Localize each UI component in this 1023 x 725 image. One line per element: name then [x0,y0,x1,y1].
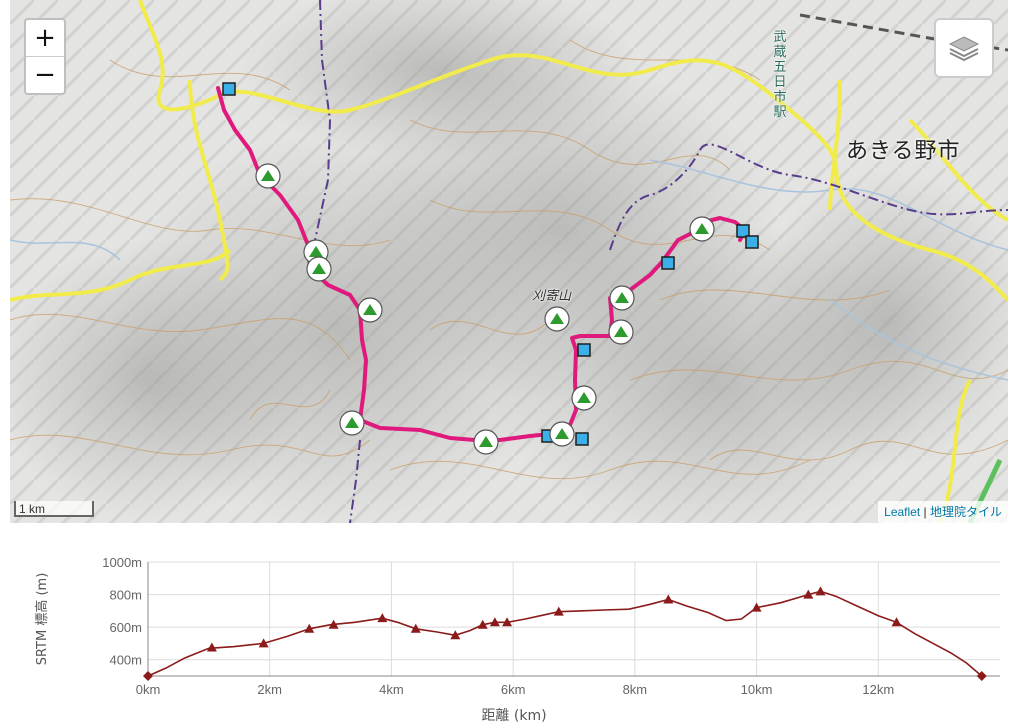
admin-boundary [314,0,1008,523]
route-markers [222,82,759,455]
profile-marker [663,594,674,604]
peak-label: 刈寄山 [532,289,572,304]
layers-button[interactable] [934,18,994,78]
y-axis-label: SRTM 標高 (m) [34,573,50,666]
peak-marker[interactable] [609,285,635,311]
x-axis-label: 距離 (km) [481,707,546,724]
relief-shading [10,0,1008,523]
map-view[interactable]: + − あきる野市 武蔵五日市駅 刈寄山 1 km Leaflet | 地理院タ… [10,0,1008,523]
x-tick-label: 8km [623,682,648,697]
profile-marker [410,623,421,633]
peak-marker[interactable] [571,385,597,411]
waypoint-marker[interactable] [745,235,759,249]
peak-marker[interactable] [473,429,499,455]
waypoint-marker[interactable] [736,224,750,238]
y-tick-label: 1000m [102,555,142,570]
city-label: あきる野市 [846,139,961,164]
profile-marker [751,602,762,612]
x-tick-label: 12km [862,682,894,697]
profile-marker [450,630,461,640]
profile-marker [502,617,513,627]
tiles-link[interactable]: 地理院タイル [929,505,1002,519]
x-tick-label: 4km [379,682,404,697]
profile-marker [976,671,987,681]
profile-marker [258,638,269,648]
profile-marker [377,613,388,623]
profile-marker [477,619,488,629]
attribution: Leaflet | 地理院タイル [878,501,1008,523]
x-tick-label: 6km [501,682,526,697]
profile-marker [553,606,564,616]
profile-marker [815,586,826,596]
x-tick-label: 0km [136,682,161,697]
waypoint-marker[interactable] [661,256,675,270]
y-tick-label: 800m [109,588,142,603]
waypoint-marker[interactable] [575,432,589,446]
chart-grid [147,561,1000,676]
profile-marker [206,642,217,652]
elevation-line [147,590,983,677]
x-tick-label: 10km [741,682,773,697]
peak-marker[interactable] [544,306,570,332]
layers-icon [948,36,980,62]
peak-marker[interactable] [608,319,634,345]
peak-marker[interactable] [306,256,332,282]
elevation-profile: 1000m 800m 600m 400m 0km 2km 4km 6km 8km 10km 12km… [34,555,1000,724]
peak-marker[interactable] [689,216,715,242]
zoom-in-button[interactable]: + [26,20,64,57]
peak-marker[interactable] [357,297,383,323]
y-tick-label: 600m [109,620,142,635]
scale-bar: 1 km [14,501,94,517]
station-label: 武蔵五日市駅 [773,30,787,120]
peak-marker[interactable] [339,410,365,436]
attribution-separator: | [920,505,930,519]
peak-marker[interactable] [255,163,281,189]
profile-marker [803,589,814,599]
contour-lines [10,39,1008,480]
peak-marker[interactable] [549,421,575,447]
waypoint-marker[interactable] [577,343,591,357]
zoom-control: + − [24,18,66,95]
zoom-out-button[interactable]: − [34,60,56,90]
leaflet-link[interactable]: Leaflet [884,505,921,519]
x-tick-label: 2km [257,682,282,697]
profile-marker [328,619,339,629]
profile-marker [489,617,500,627]
map-tiles [10,0,1008,523]
waypoint-marker[interactable] [222,82,236,96]
profile-marker [143,671,153,681]
profile-marker [891,617,902,627]
y-tick-label: 400m [109,653,142,668]
profile-marker [304,623,315,633]
